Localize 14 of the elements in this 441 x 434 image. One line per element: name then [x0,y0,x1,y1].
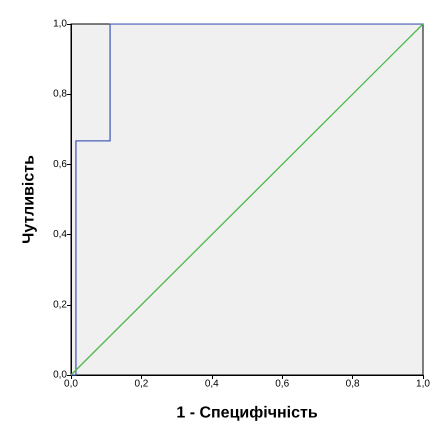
y-axis-title: Чутливість [20,154,38,244]
x-tick-label: 1,0 [416,378,430,390]
x-tick-label: 0,2 [134,378,149,390]
y-tick-label: 1,0 [53,18,68,30]
y-tick-label: 0,4 [53,229,68,240]
y-tick-label: 0,8 [53,88,68,100]
y-tick-label: 0,0 [53,370,68,380]
x-tick-label: 0,0 [64,378,78,390]
y-tick-label: 0,2 [53,299,68,310]
x-tick-label: 0,4 [204,378,220,390]
x-tick-label: 0,6 [275,378,290,390]
x-tick-label: 0,8 [346,378,360,390]
x-axis-title: 1 - Специфічність [176,404,318,422]
y-tick-label: 0,6 [53,158,68,170]
